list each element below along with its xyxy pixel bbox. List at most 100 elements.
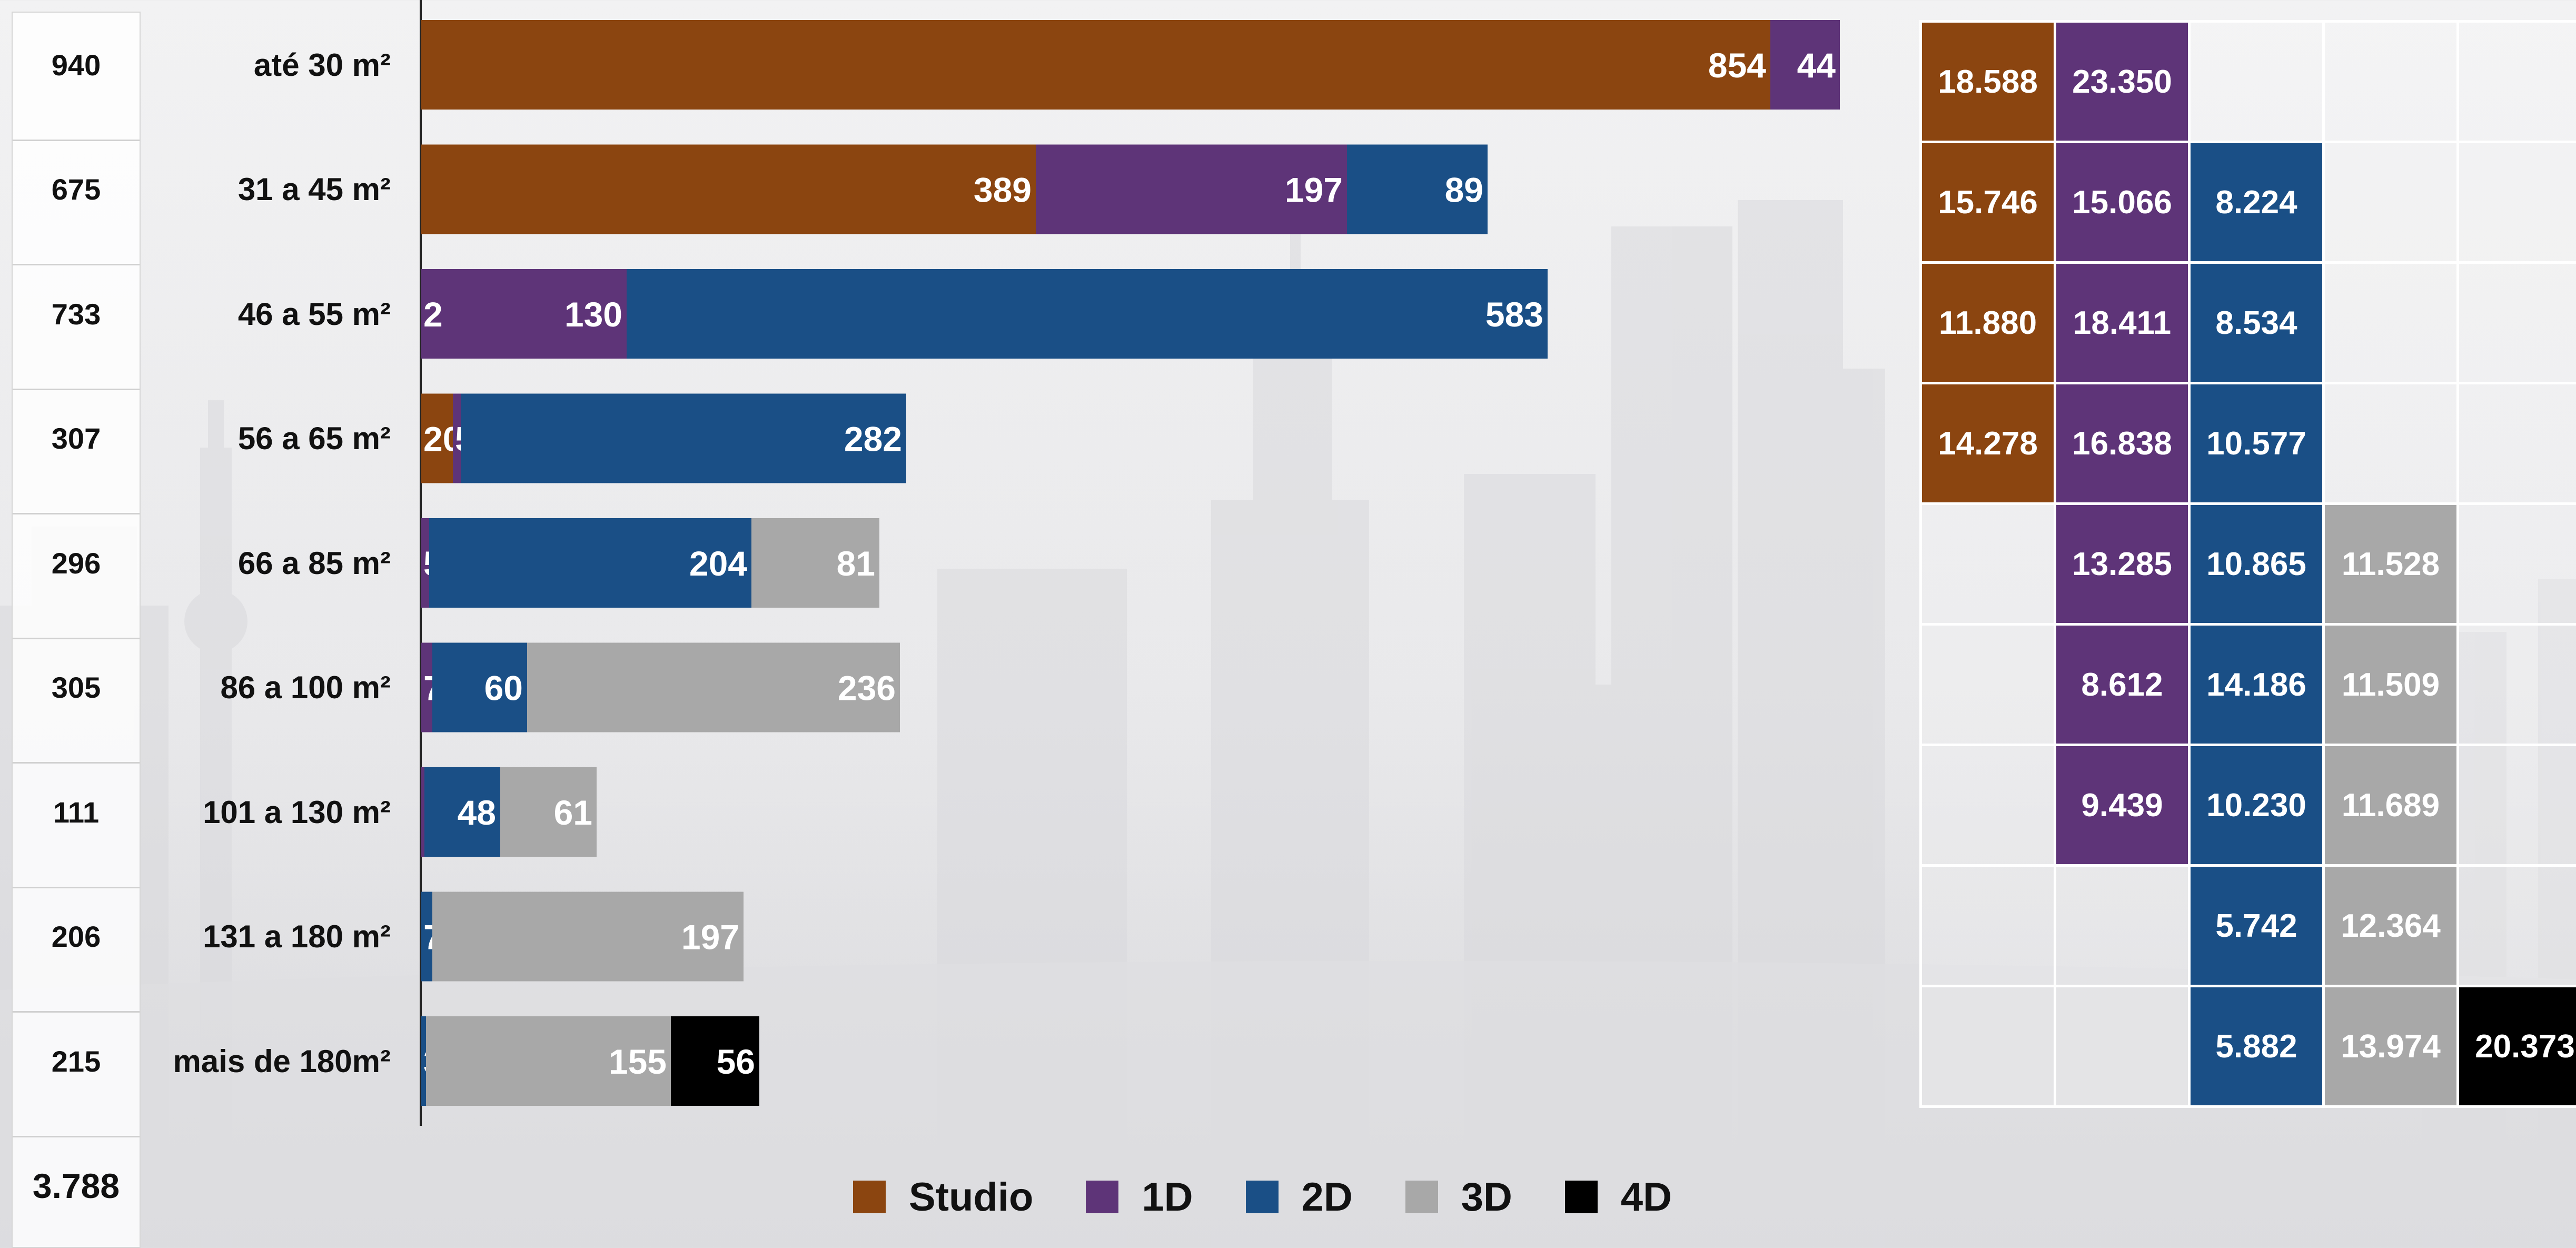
bar-segment	[421, 269, 627, 359]
y-axis-line	[420, 0, 422, 1126]
legend-swatch	[1405, 1181, 1438, 1213]
price-cell	[1919, 985, 2056, 1108]
bar-segment	[1770, 20, 1840, 110]
data-label: 282	[844, 420, 902, 459]
price-cell: 11.509	[2322, 623, 2459, 746]
price-cell: 20.373	[2456, 985, 2576, 1108]
price-cell: 12.364	[2322, 864, 2459, 987]
bar-segment	[627, 269, 1548, 359]
price-cell: 11.528	[2322, 502, 2459, 626]
bar-segment	[671, 1016, 759, 1106]
category-label: 101 a 130 m²	[203, 794, 391, 830]
totals-column	[12, 12, 141, 1248]
price-cell	[2456, 502, 2576, 626]
legend-label: 3D	[1461, 1174, 1512, 1220]
row-total: 296	[51, 546, 101, 580]
data-label: 130	[564, 295, 622, 334]
data-label: 60	[484, 669, 523, 708]
data-label: 389	[974, 171, 1032, 210]
price-cell	[2322, 382, 2459, 505]
price-cell: 5.742	[2188, 864, 2325, 987]
price-cell	[2188, 20, 2325, 143]
data-label: 81	[837, 544, 875, 583]
category-label: 86 a 100 m²	[220, 670, 391, 705]
legend-item: 1D	[1086, 1174, 1193, 1220]
price-cell: 15.746	[1919, 141, 2056, 264]
bar-segment	[426, 1016, 671, 1106]
price-cell: 14.278	[1919, 382, 2056, 505]
data-label: 48	[458, 793, 496, 832]
price-cell	[2054, 864, 2191, 987]
row-total: 307	[51, 422, 101, 455]
row-divider	[13, 1011, 140, 1013]
price-cell: 10.577	[2188, 382, 2325, 505]
row-divider	[13, 139, 140, 141]
price-cell	[2456, 141, 2576, 264]
bar-segment	[1347, 144, 1488, 234]
legend-label: 4D	[1620, 1174, 1672, 1220]
price-cell: 13.285	[2054, 502, 2191, 626]
price-cell	[2322, 261, 2459, 384]
legend-item: 2D	[1245, 1174, 1353, 1220]
row-total: 111	[53, 795, 100, 829]
legend-item: 4D	[1564, 1174, 1672, 1220]
bar-segment	[751, 518, 879, 608]
price-cell: 16.838	[2054, 382, 2191, 505]
legend-label: Studio	[909, 1174, 1034, 1220]
price-cell: 5.882	[2188, 985, 2325, 1108]
legend-label: 1D	[1142, 1174, 1193, 1220]
data-label: 204	[689, 544, 747, 583]
bar-segment	[432, 892, 744, 982]
chart-legend: Studio 1D 2D 3D 4D	[853, 1168, 1725, 1226]
row-total: 305	[51, 671, 101, 704]
data-label: 2	[423, 295, 443, 334]
price-cell	[2322, 141, 2459, 264]
bar-segment	[421, 767, 424, 857]
price-cell	[2456, 382, 2576, 505]
category-label: 66 a 85 m²	[237, 545, 391, 581]
legend-item: Studio	[853, 1174, 1033, 1220]
bar-segment	[432, 642, 527, 732]
row-divider	[13, 264, 140, 265]
price-cell: 18.588	[1919, 20, 2056, 143]
price-cell	[2456, 864, 2576, 987]
data-label: 61	[554, 793, 592, 832]
price-cell: 14.186	[2188, 623, 2325, 746]
category-label: mais de 180m²	[173, 1043, 391, 1079]
price-cell	[2456, 623, 2576, 746]
price-cell: 15.066	[2054, 141, 2191, 264]
grand-total: 3.788	[32, 1166, 120, 1205]
price-cell: 11.689	[2322, 744, 2459, 867]
bar-segment	[424, 767, 500, 857]
legend-swatch	[1086, 1181, 1119, 1213]
price-cell	[2054, 985, 2191, 1108]
bar-segment	[429, 518, 751, 608]
category-label: 31 a 45 m²	[237, 172, 391, 207]
legend-swatch	[1564, 1181, 1598, 1213]
price-cell	[1919, 502, 2056, 626]
price-cell	[1919, 864, 2056, 987]
row-total: 675	[51, 173, 101, 206]
price-cell	[2456, 261, 2576, 384]
data-label: 236	[838, 669, 896, 708]
bar-segment	[421, 892, 432, 982]
category-label: 131 a 180 m²	[203, 919, 391, 954]
price-cell	[1919, 744, 2056, 867]
category-label: até 30 m²	[253, 47, 391, 83]
legend-label: 2D	[1301, 1174, 1353, 1220]
row-total: 733	[51, 297, 101, 331]
bar-segment	[1036, 144, 1347, 234]
price-cell	[2456, 744, 2576, 867]
data-label: 89	[1445, 171, 1483, 210]
category-label: 46 a 55 m²	[237, 296, 391, 332]
bar-segment	[421, 393, 453, 483]
bar-segment	[421, 1016, 426, 1106]
bar-segment	[421, 20, 1770, 110]
data-label: 155	[609, 1042, 667, 1081]
data-label: 44	[1797, 46, 1836, 85]
price-cell	[2322, 20, 2459, 143]
bar-segment	[527, 642, 900, 732]
bar-segment	[461, 393, 906, 483]
price-cell: 9.439	[2054, 744, 2191, 867]
